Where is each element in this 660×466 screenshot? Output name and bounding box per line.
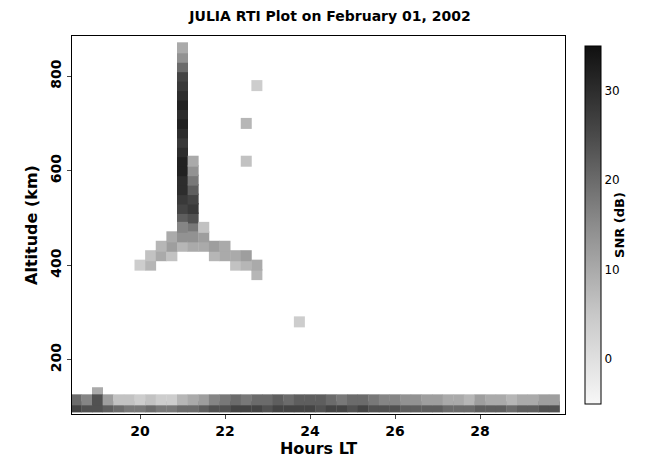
svg-text:SNR (dB): SNR (dB) (612, 192, 627, 258)
svg-text:0: 0 (604, 352, 612, 366)
svg-text:28: 28 (470, 423, 489, 439)
svg-text:JULIA RTI Plot on February 01,: JULIA RTI Plot on February 01, 2002 (188, 8, 470, 24)
svg-text:600: 600 (48, 154, 64, 183)
svg-text:22: 22 (215, 423, 234, 439)
svg-text:Altitude (km): Altitude (km) (22, 165, 41, 285)
svg-text:20: 20 (604, 173, 619, 187)
svg-text:200: 200 (48, 343, 64, 372)
svg-text:Hours LT: Hours LT (280, 439, 357, 458)
svg-text:20: 20 (130, 423, 150, 439)
svg-text:400: 400 (48, 248, 64, 277)
svg-text:10: 10 (604, 263, 619, 277)
svg-text:24: 24 (300, 423, 320, 439)
svg-text:30: 30 (604, 84, 619, 98)
svg-text:26: 26 (385, 423, 404, 439)
svg-text:800: 800 (48, 59, 64, 88)
